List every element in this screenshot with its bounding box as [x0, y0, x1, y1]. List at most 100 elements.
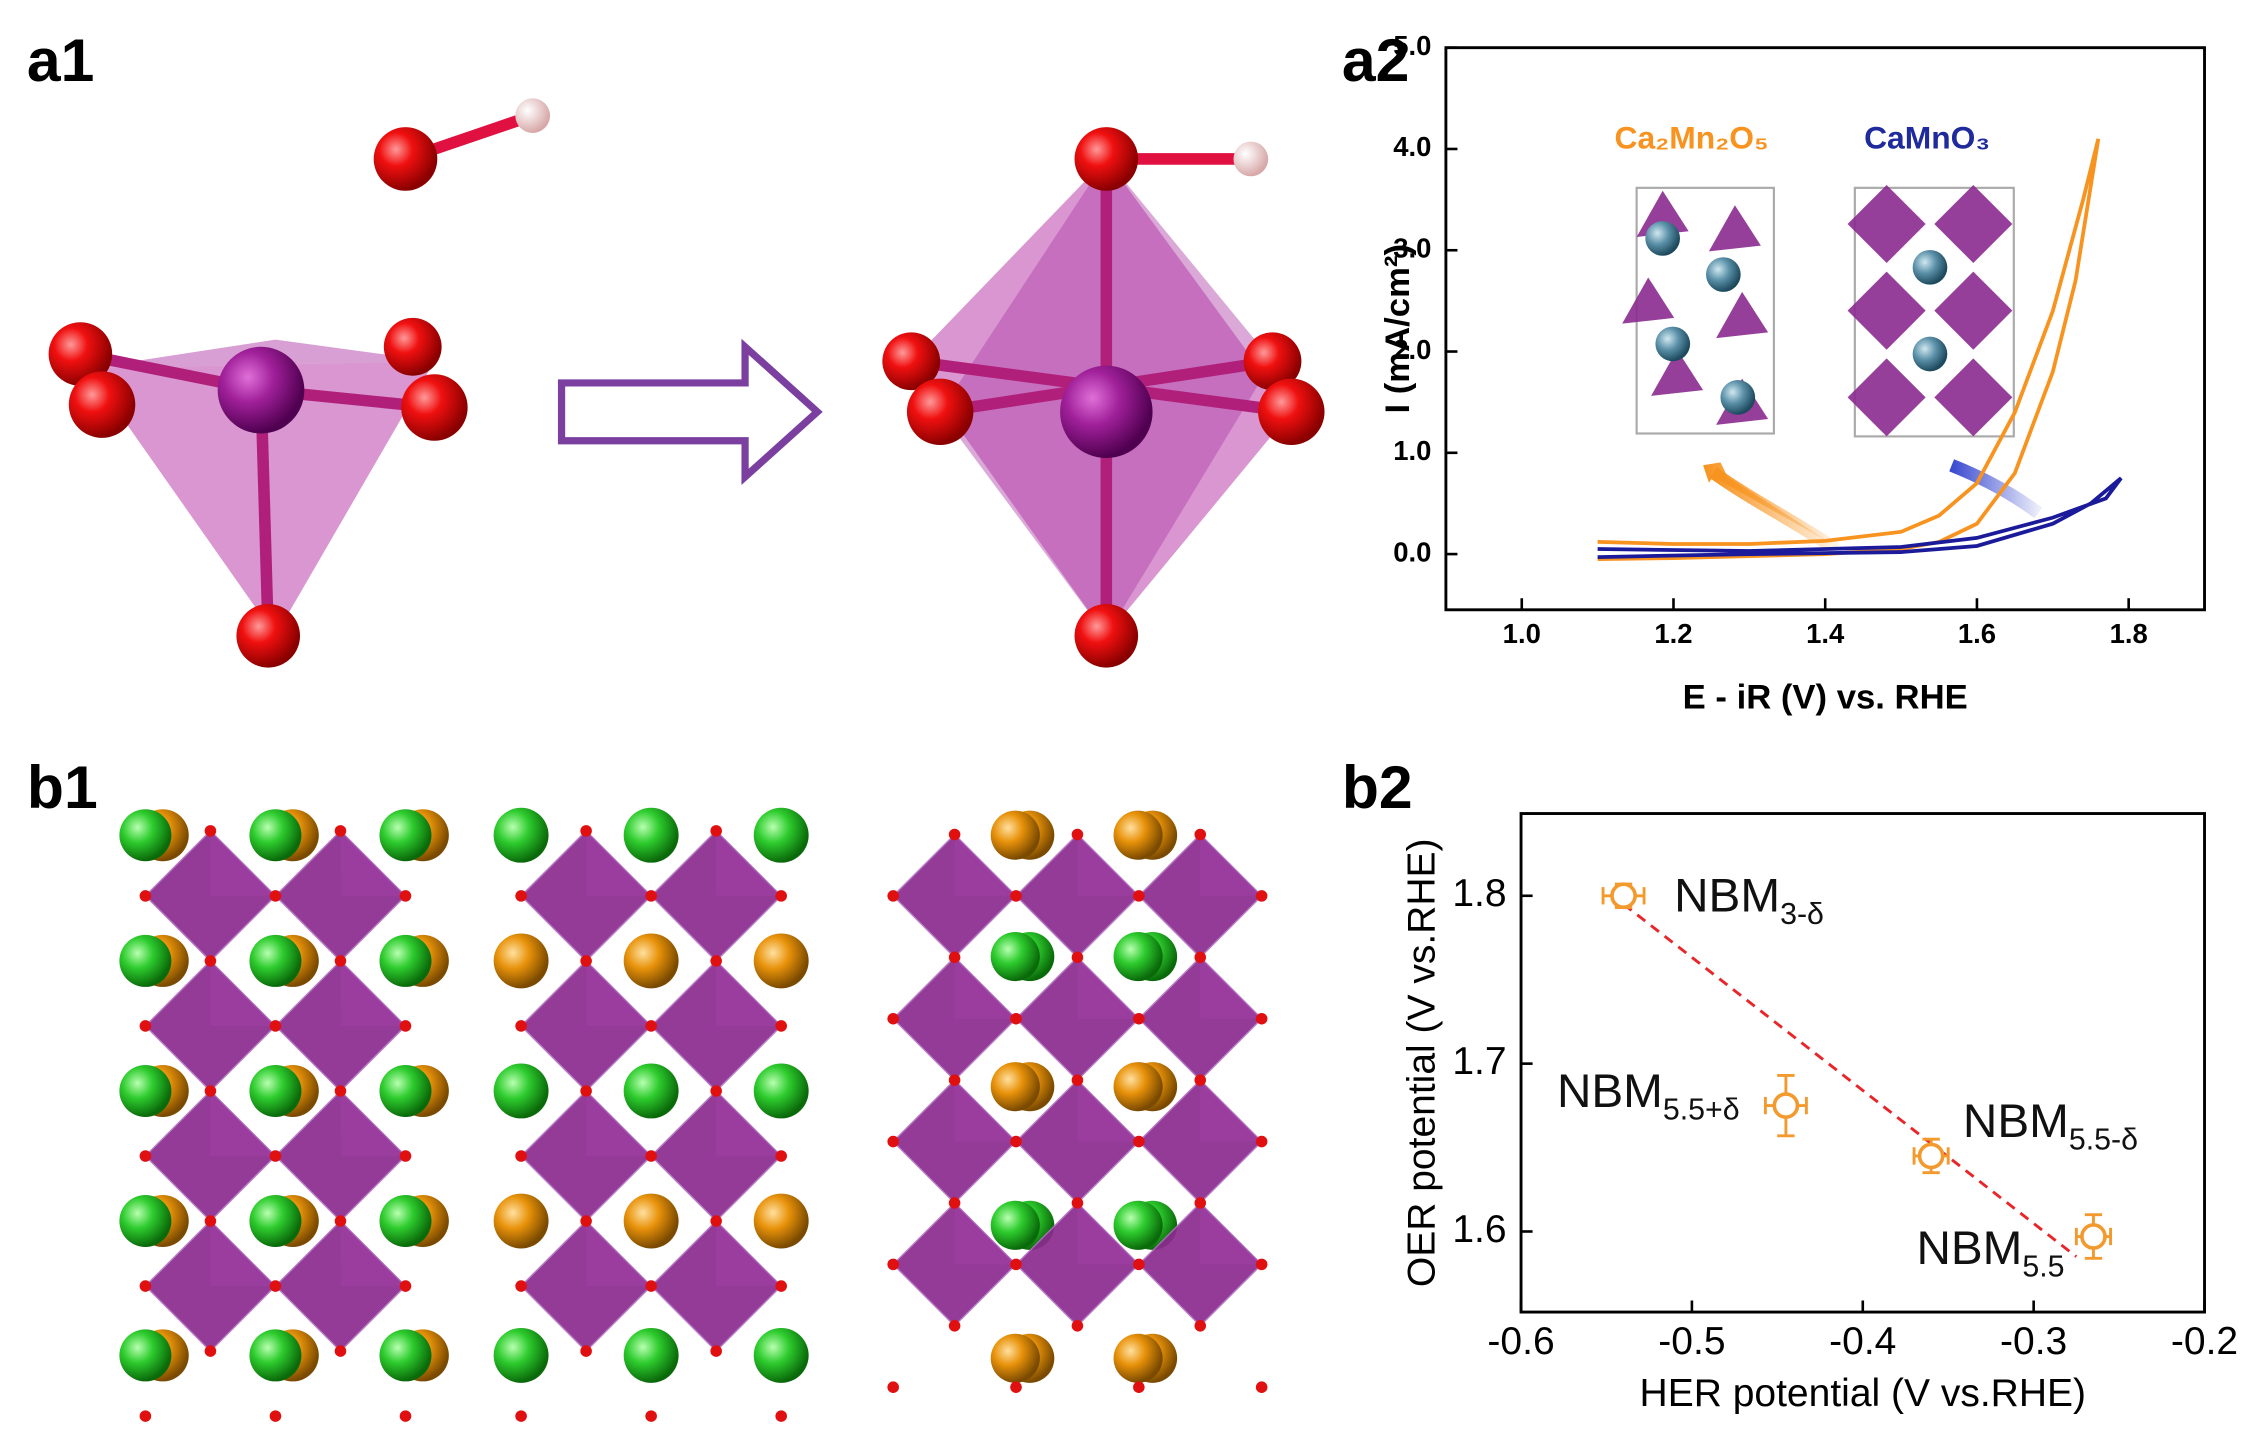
o-atom: [139, 890, 152, 902]
o-atom: [515, 890, 527, 902]
y-tick-label: 1.8: [1452, 872, 1506, 915]
point: [1610, 882, 1637, 910]
o-atom: [645, 1410, 657, 1422]
atom: [1113, 1062, 1163, 1112]
o-atom: [269, 1280, 282, 1292]
o-atom: [334, 1215, 347, 1227]
panel-label: b1: [27, 753, 98, 821]
atom: [753, 807, 809, 863]
octahedron-face: [210, 960, 276, 1026]
atom: [493, 1063, 549, 1119]
octahedron: [1847, 271, 1926, 350]
label-text: NBM: [1916, 1222, 2022, 1275]
o-atom: [1194, 1074, 1207, 1086]
o-atom: [1133, 1381, 1145, 1393]
point-label: NBM5.5: [1916, 1222, 2064, 1284]
o-atom: [236, 604, 301, 668]
tetrahedron: [1651, 349, 1704, 396]
atom: [753, 1193, 809, 1249]
atom: [1720, 380, 1756, 415]
o-atom: [1258, 378, 1325, 446]
y-tick-label: 4.0: [1393, 131, 1431, 162]
atom: [1113, 1200, 1163, 1250]
atom: [379, 1064, 432, 1117]
atom: [249, 934, 302, 987]
o-atom: [948, 1074, 961, 1086]
o-atom: [1074, 604, 1139, 668]
point-label: NBM5.5-δ: [1963, 1095, 2138, 1157]
o-atom: [204, 1215, 217, 1227]
octahedron-face: [210, 830, 276, 896]
atom: [1645, 221, 1680, 256]
o-atom: [334, 955, 347, 967]
o-atom: [580, 1215, 592, 1227]
cv-curve: [1597, 476, 2123, 559]
atom: [493, 1193, 549, 1249]
atom: [119, 809, 172, 862]
point: [1772, 1092, 1800, 1119]
point-label: NBM5.5+δ: [1557, 1065, 1740, 1127]
o-atom: [580, 1345, 592, 1357]
o-atom: [515, 1020, 527, 1032]
o-atom: [1010, 890, 1022, 902]
octahedron: [1934, 271, 2013, 350]
atom: [493, 1327, 549, 1383]
atom: [1912, 249, 1948, 285]
o-atom: [204, 825, 217, 837]
o-atom: [1255, 890, 1268, 902]
o-atom: [334, 825, 347, 837]
label-text: NBM: [1557, 1065, 1663, 1118]
o-atom: [580, 955, 592, 967]
h-atom: [515, 98, 550, 133]
atom: [753, 1327, 809, 1383]
o-atom: [645, 1150, 657, 1162]
tetrahedron: [1708, 205, 1761, 252]
atom: [990, 1062, 1040, 1112]
h-atom: [1233, 141, 1269, 177]
atom: [990, 810, 1040, 860]
octahedron-face: [586, 830, 652, 896]
o-atom: [1133, 1258, 1145, 1271]
o-atom: [906, 378, 974, 446]
y-tick-label: 1.0: [1393, 435, 1431, 466]
atom: [379, 809, 432, 862]
o-atom: [373, 127, 438, 191]
x-tick-label: 1.4: [1806, 618, 1845, 649]
transform-arrow: [557, 338, 823, 485]
atom: [249, 1064, 302, 1117]
inset-arrow: [1949, 459, 2043, 519]
o-atom: [399, 1020, 412, 1032]
atom: [990, 1200, 1040, 1250]
atom: [379, 1195, 432, 1248]
x-tick-label: 1.0: [1503, 618, 1541, 649]
tetrahedron: [1636, 190, 1689, 237]
tetrahedron: [1622, 277, 1675, 324]
o-atom: [887, 1135, 899, 1148]
octahedron-face: [954, 834, 1017, 896]
o-atom: [1071, 828, 1084, 841]
o-atom: [204, 1345, 217, 1357]
o-atom: [1071, 1074, 1084, 1086]
x-tick-label: -0.5: [1658, 1320, 1725, 1363]
atom: [623, 1063, 679, 1119]
o-atom: [887, 890, 899, 902]
o-atom: [204, 955, 217, 967]
o-atom: [1074, 127, 1139, 191]
o-atom: [645, 890, 657, 902]
o-atom: [1194, 1197, 1207, 1209]
x-tick-label: -0.2: [2171, 1320, 2238, 1363]
panel-label: b2: [1342, 753, 1413, 821]
o-atom: [645, 1280, 657, 1292]
octahedron: [1934, 358, 2013, 437]
o-atom: [948, 828, 961, 841]
atom: [1113, 932, 1163, 982]
o-atom: [269, 1150, 282, 1162]
y-tick-label: 5.0: [1393, 30, 1431, 61]
o-atom: [887, 1381, 899, 1393]
o-atom: [710, 1085, 722, 1097]
plot-frame: [1444, 46, 2206, 612]
o-atom: [204, 1085, 217, 1097]
octahedron: [1847, 184, 1926, 263]
o-atom: [139, 1150, 152, 1162]
atom: [249, 809, 302, 862]
